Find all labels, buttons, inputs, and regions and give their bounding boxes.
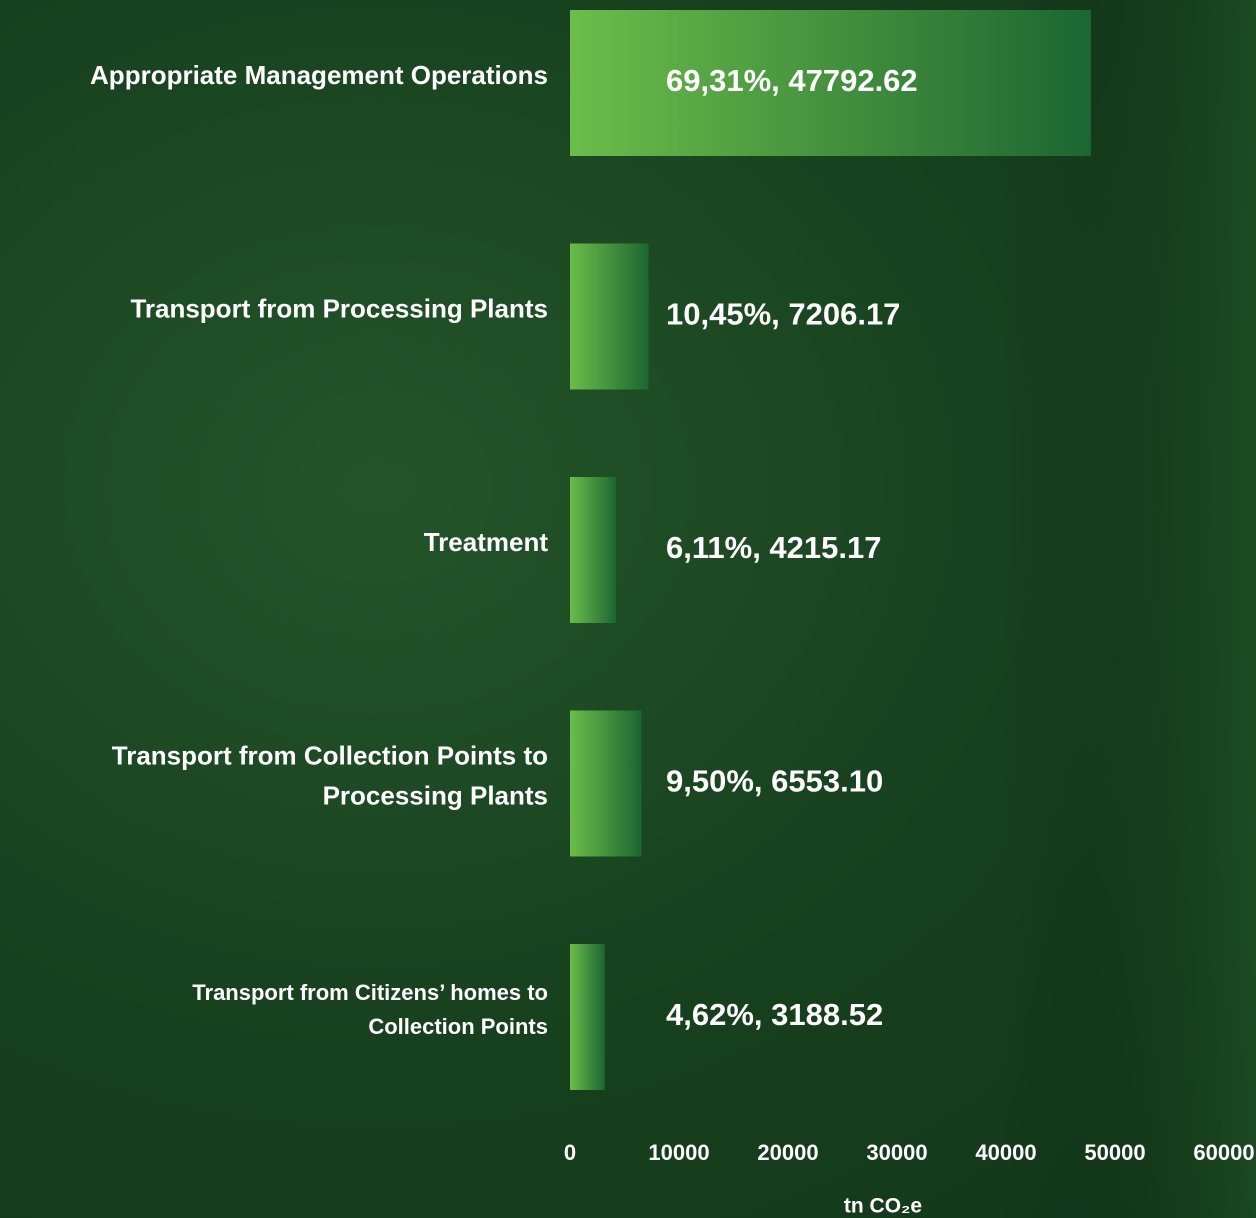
x-tick-label: 30000 bbox=[866, 1140, 927, 1165]
bar bbox=[570, 243, 649, 390]
category-label: Appropriate Management Operations bbox=[90, 60, 548, 90]
bar bbox=[570, 477, 616, 623]
value-label: 4,62%, 3188.52 bbox=[666, 997, 883, 1032]
category-label: Transport from Processing Plants bbox=[130, 293, 548, 323]
x-tick-label: 60000 bbox=[1193, 1140, 1254, 1165]
bar bbox=[570, 10, 1091, 156]
category-label: Transport from Citizens’ homes to Collect… bbox=[192, 980, 548, 1039]
bar bbox=[570, 944, 605, 1090]
background-shade bbox=[1000, 0, 1256, 1218]
category-label: Treatment bbox=[424, 527, 549, 557]
category-label: Transport from Collection Points to Proce… bbox=[112, 740, 548, 810]
x-tick-label: 50000 bbox=[1084, 1140, 1145, 1165]
x-axis-label: tn CO₂e bbox=[844, 1195, 922, 1218]
value-label: 9,50%, 6553.10 bbox=[666, 764, 883, 799]
value-label: 10,45%, 7206.17 bbox=[666, 297, 900, 332]
bar bbox=[570, 710, 642, 857]
value-label: 6,11%, 4215.17 bbox=[666, 530, 881, 565]
x-tick-label: 20000 bbox=[757, 1140, 818, 1165]
value-label: 69,31%, 47792.62 bbox=[666, 63, 918, 98]
x-tick-label: 40000 bbox=[975, 1140, 1036, 1165]
x-tick-label: 0 bbox=[564, 1140, 576, 1165]
x-tick-label: 10000 bbox=[648, 1140, 709, 1165]
